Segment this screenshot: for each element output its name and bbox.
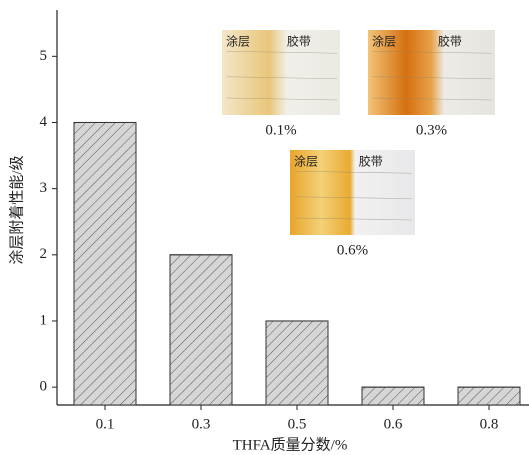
y-tick-label: 4 [40, 114, 48, 130]
inset-coating: 涂层 [294, 154, 318, 169]
bar-hatch [74, 122, 136, 405]
inset-photo: 涂层 胶带 0.1% [222, 30, 340, 138]
bar-hatch [362, 387, 424, 405]
inset-coating: 涂层 [226, 34, 250, 49]
inset-label: 0.3% [416, 122, 447, 138]
x-tick-label: 0.1 [96, 416, 115, 432]
inset-photo: 涂层 胶带 0.3% [368, 30, 495, 138]
y-tick-label: 5 [40, 48, 48, 64]
inset-tape: 胶带 [287, 34, 311, 49]
inset-tape: 胶带 [359, 154, 383, 169]
x-tick-label: 0.6 [384, 416, 403, 432]
bar-hatch [266, 321, 328, 405]
inset-label: 0.6% [337, 242, 368, 258]
x-tick-label: 0.8 [480, 416, 499, 432]
x-tick-label: 0.5 [288, 416, 307, 432]
bar-hatch [170, 255, 232, 405]
x-tick-label: 0.3 [192, 416, 211, 432]
bar-hatch [458, 387, 520, 405]
y-tick-label: 1 [40, 312, 48, 328]
inset-label: 0.1% [265, 122, 296, 138]
y-axis-title: 涂层附着性能/级 [8, 155, 25, 264]
y-tick-label: 2 [40, 246, 48, 262]
inset-photo: 涂层 胶带 0.6% [290, 150, 415, 258]
x-axis-title: THFA质量分数/% [233, 436, 348, 453]
page: {"chart_data": {"type": "bar", "x_label"… [0, 0, 529, 455]
inset-tape: 胶带 [438, 34, 462, 49]
inset-coating: 涂层 [372, 34, 396, 49]
chart: THFA质量分数/% 涂层附着性能/级 0 1 2 3 4 5 0.1 0.3 0.5 0.6 0.… [0, 0, 529, 455]
y-tick-label: 3 [40, 180, 48, 196]
y-tick-label: 0 [40, 379, 48, 395]
